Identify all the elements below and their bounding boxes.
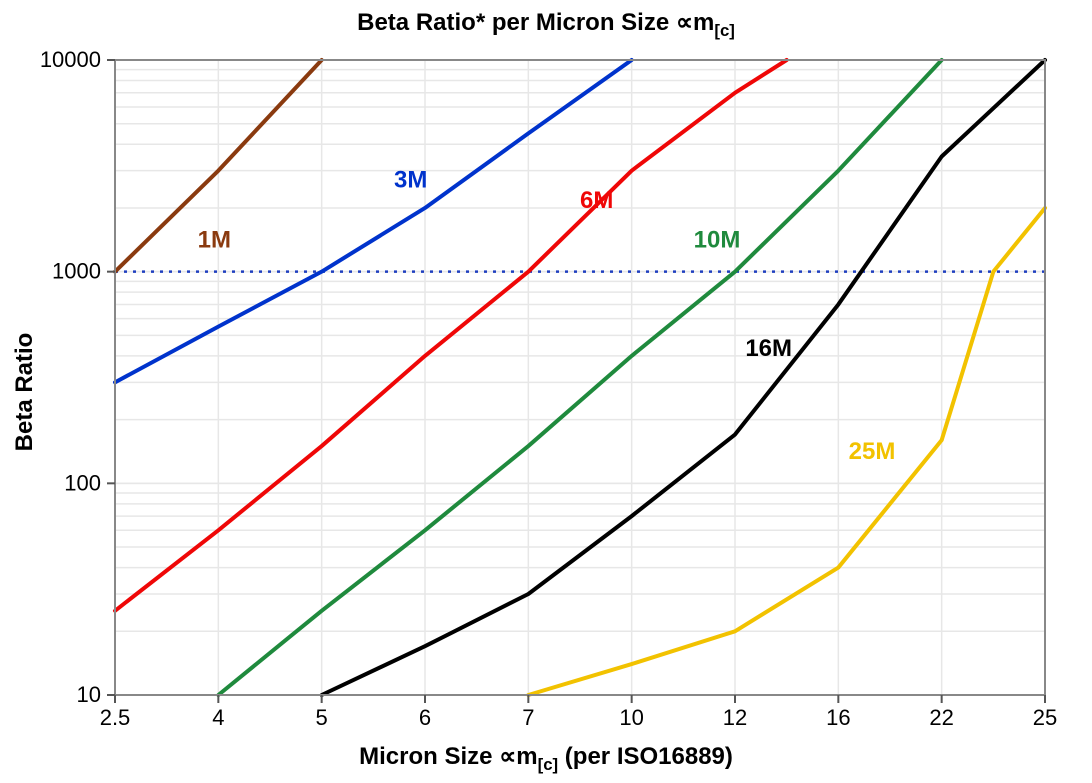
series-label-10M: 10M — [694, 227, 741, 254]
y-tick-label: 10 — [77, 682, 101, 707]
x-tick-label: 7 — [522, 705, 534, 730]
x-tick-label: 16 — [826, 705, 850, 730]
series-label-6M: 6M — [580, 187, 613, 214]
series-label-1M: 1M — [198, 227, 231, 254]
series-3M — [115, 60, 632, 382]
series-label-25M: 25M — [849, 438, 896, 465]
chart-svg: 2.5 4 5 6 7 10 12 16 22 25 10 100 1000 10000 1M 3M 6M 10M… — [0, 0, 1092, 783]
y-tick-label: 1000 — [52, 259, 101, 284]
x-tick-label: 12 — [723, 705, 747, 730]
x-tick-label: 10 — [619, 705, 643, 730]
x-tick-label: 4 — [212, 705, 224, 730]
x-tick-label: 22 — [929, 705, 953, 730]
beta-ratio-chart: Beta Ratio* per Micron Size ∝m[c] Beta R… — [0, 0, 1092, 783]
x-tick-label: 5 — [316, 705, 328, 730]
x-tick-label: 25 — [1033, 705, 1057, 730]
y-tick-label: 10000 — [40, 47, 101, 72]
y-tick-label: 100 — [64, 470, 101, 495]
series-10M — [218, 60, 941, 695]
series-label-3M: 3M — [394, 166, 427, 193]
x-tick-label: 2.5 — [100, 705, 131, 730]
series-label-16M: 16M — [745, 335, 792, 362]
x-tick-label: 6 — [419, 705, 431, 730]
series-16M — [322, 60, 1045, 695]
